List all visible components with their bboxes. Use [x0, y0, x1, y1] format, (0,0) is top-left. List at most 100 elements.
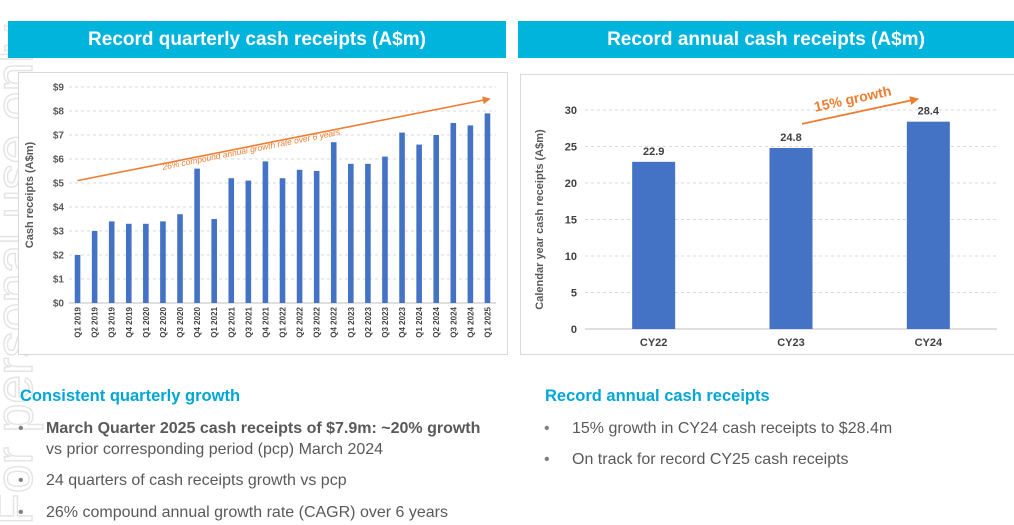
bullet-dot-icon: •: [18, 420, 24, 437]
x-tick-label: CY23: [777, 337, 805, 349]
trend-annotation: 26% compound annual growth rate over 6 y…: [160, 127, 341, 172]
x-tick-label: Q1 2023: [347, 306, 356, 337]
bar: [279, 178, 286, 303]
bullet-item: • March Quarter 2025 cash receipts of $7…: [18, 418, 498, 460]
bullet-item: • 24 quarters of cash receipts growth vs…: [18, 470, 498, 491]
bar: [399, 132, 405, 303]
data-label: 28.4: [918, 106, 940, 118]
x-tick-label: Q4 2022: [330, 306, 339, 337]
y-tick-label: $6: [53, 155, 65, 166]
x-tick-label: Q4 2020: [193, 306, 202, 337]
bullet-dot-icon: •: [544, 420, 550, 437]
x-tick-label: Q2 2020: [159, 306, 168, 337]
bullet-text: 15% growth in CY24 cash receipts to $28.…: [572, 420, 893, 437]
data-label: 24.8: [780, 132, 801, 144]
y-tick-label: $5: [53, 179, 65, 190]
y-tick-label: 25: [565, 142, 577, 154]
x-tick-label: Q1 2020: [142, 306, 151, 337]
bullet-item: • 15% growth in CY24 cash receipts to $2…: [544, 418, 1004, 439]
growth-arrow: [801, 96, 920, 125]
bar: [467, 125, 474, 304]
x-tick-label: Q2 2023: [364, 306, 373, 337]
bar: [450, 123, 457, 303]
bullet-dot-icon: •: [544, 451, 550, 468]
bar: [160, 221, 166, 303]
y-tick-label: $7: [53, 131, 65, 142]
x-tick-label: Q1 2022: [279, 306, 288, 337]
bar: [906, 121, 950, 330]
bar: [433, 135, 440, 303]
bullet-text: 26% compound annual growth rate (CAGR) o…: [46, 504, 448, 521]
bar: [348, 163, 354, 303]
annual-bullet-list: • 15% growth in CY24 cash receipts to $2…: [544, 418, 1004, 470]
bar: [228, 178, 235, 303]
bar: [108, 221, 115, 303]
bar: [484, 113, 491, 304]
y-axis-title: Cash receipts (A$m): [24, 141, 36, 248]
x-tick-label: Q2 2019: [91, 306, 100, 337]
quarterly-chart: Cash receipts (A$m) $0 $1 $2 $3 $4 $5 $6 $7 $8 $9 Q…: [18, 72, 508, 355]
quarterly-chart-svg: Cash receipts (A$m) $0 $1 $2 $3 $4 $5 $6 $7 $8 $9 Q…: [24, 83, 496, 338]
bar: [74, 255, 81, 303]
bar: [211, 219, 217, 303]
annual-chart-svg: Calendar year cash receipts (A$m) 0 5 10 15 2…: [534, 82, 997, 349]
bar: [91, 231, 98, 303]
x-tick-label: CY24: [915, 337, 943, 349]
bar: [125, 223, 132, 303]
bullet-dot-icon: •: [18, 504, 24, 521]
annual-chart-banner: Record annual cash receipts (A$m): [518, 21, 1014, 58]
x-tick-label: Q4 2023: [398, 306, 407, 337]
quarterly-bullet-list: • March Quarter 2025 cash receipts of $7…: [18, 418, 498, 523]
x-tick-label: Q3 2023: [381, 306, 390, 337]
bar: [632, 161, 676, 329]
bar: [296, 169, 303, 303]
data-label: 22.9: [643, 146, 664, 158]
y-tick-label: 15: [565, 215, 577, 227]
x-tick-label: Q1 2025: [483, 306, 492, 337]
quarterly-section-title: Consistent quarterly growth: [20, 387, 241, 405]
bullet-item: • On track for record CY25 cash receipts: [544, 449, 1004, 470]
x-tick-label: Q3 2019: [108, 306, 117, 337]
y-tick-label: $2: [53, 251, 65, 262]
y-tick-label: $9: [53, 83, 65, 94]
bullet-dot-icon: •: [18, 472, 24, 489]
bar: [262, 161, 269, 303]
bar: [382, 156, 388, 303]
bar: [330, 142, 337, 303]
x-tick-label: Q3 2022: [313, 306, 322, 337]
bullet-bold-text: March Quarter 2025 cash receipts of $7.9…: [46, 420, 481, 437]
y-tick-label: $3: [53, 227, 65, 238]
x-tick-label: Q1 2024: [415, 306, 424, 337]
y-tick-label: 5: [571, 288, 577, 300]
x-tick-label: Q4 2021: [261, 306, 270, 337]
y-tick-label: $1: [53, 275, 65, 286]
bullet-text: 24 quarters of cash receipts growth vs p…: [46, 472, 347, 489]
x-tick-label: Q3 2021: [244, 306, 253, 337]
bar: [143, 223, 149, 303]
x-tick-label: Q2 2022: [296, 306, 305, 337]
y-tick-label: 20: [565, 178, 577, 190]
x-tick-label: Q1 2019: [74, 306, 83, 337]
bar: [177, 214, 183, 303]
y-tick-label: $8: [53, 107, 65, 118]
annual-section-title: Record annual cash receipts: [545, 387, 770, 405]
y-axis-title: Calendar year cash receipts (A$m): [534, 129, 546, 310]
bar: [365, 163, 371, 303]
bar: [313, 171, 320, 303]
x-tick-label: Q1 2021: [210, 306, 219, 337]
trend-arrow: [77, 96, 491, 182]
y-tick-label: 30: [565, 105, 577, 117]
y-tick-label: 0: [571, 324, 577, 336]
bar: [194, 168, 200, 303]
x-tick-label: Q2 2024: [432, 306, 441, 337]
bullet-item: • 26% compound annual growth rate (CAGR)…: [18, 502, 498, 523]
quarterly-chart-banner: Record quarterly cash receipts (A$m): [8, 21, 506, 58]
annual-chart: Calendar year cash receipts (A$m) 0 5 10 15 2…: [520, 74, 1014, 355]
x-tick-label: CY22: [640, 337, 668, 349]
x-tick-label: Q4 2024: [466, 306, 475, 337]
x-tick-label: Q3 2024: [449, 306, 458, 337]
x-tick-label: Q4 2019: [125, 306, 134, 337]
y-tick-label: $4: [53, 203, 65, 214]
bar: [416, 144, 422, 303]
bullet-text: vs prior corresponding period (pcp) Marc…: [46, 441, 384, 458]
